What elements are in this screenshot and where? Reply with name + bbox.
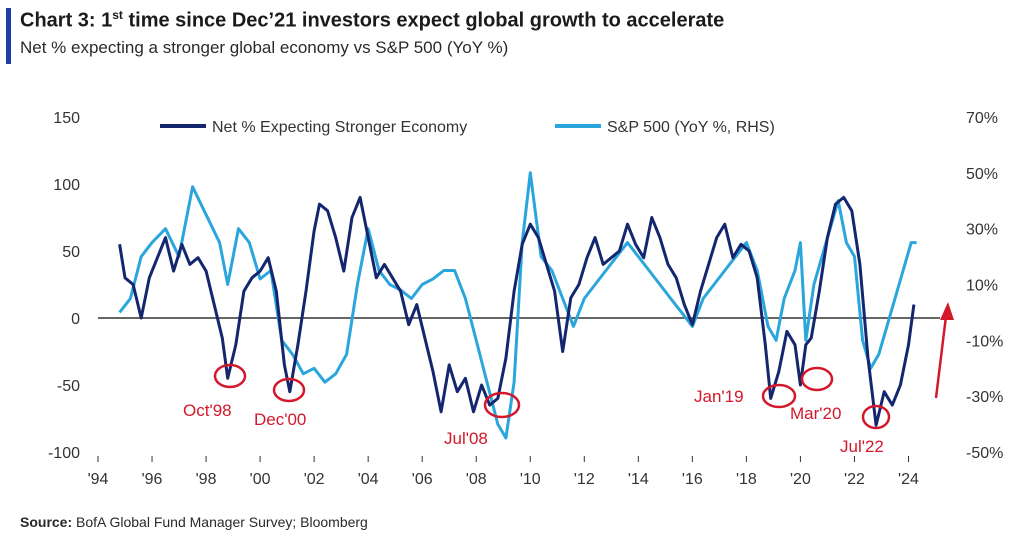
title-prefix: Chart 3: 1 xyxy=(20,9,113,32)
annotation-jul22-label: Jul'22 xyxy=(840,437,884,456)
title-accent-bar xyxy=(6,8,11,64)
annotation-mar20-label: Mar'20 xyxy=(790,404,841,423)
x-tick-label: '22 xyxy=(844,471,865,488)
annotation-mar20-circle xyxy=(800,366,834,392)
title-superscript: st xyxy=(112,8,123,22)
legend-sp-label: S&P 500 (YoY %, RHS) xyxy=(607,119,775,136)
y-right-tick-label: 70% xyxy=(966,110,998,127)
y-right-tick-label: -10% xyxy=(966,333,1003,350)
upward-trend-arrow xyxy=(934,315,948,399)
series-line-sp500-yoy xyxy=(118,171,917,440)
annotation-dec00-circle xyxy=(272,377,306,403)
x-tick-label: '18 xyxy=(736,471,757,488)
y-right-tick-label: 30% xyxy=(966,222,998,239)
x-tick-label: '04 xyxy=(358,471,379,488)
y-left-tick-label: -50 xyxy=(57,378,80,395)
upward-trend-arrowhead-icon xyxy=(940,302,954,320)
y-left-tick-label: -100 xyxy=(48,445,80,462)
x-tick-label: '00 xyxy=(250,471,271,488)
y-left-tick-label: 0 xyxy=(71,311,80,328)
annotation-jul08-label: Jul'08 xyxy=(444,429,488,448)
annotation-jan19-circle xyxy=(761,383,797,409)
title-suffix: time since Dec’21 investors expect globa… xyxy=(122,9,725,32)
chart-subtitle: Net % expecting a stronger global econom… xyxy=(20,38,509,57)
x-tick-label: '96 xyxy=(142,471,163,488)
annotation-oct98-label: Oct'98 xyxy=(183,401,232,420)
x-tick-label: '98 xyxy=(196,471,217,488)
x-tick-label: '06 xyxy=(412,471,433,488)
legend-net-label: Net % Expecting Stronger Economy xyxy=(212,119,467,136)
x-tick-label: '16 xyxy=(682,471,703,488)
chart-title: Chart 3: 1st time since Dec’21 investors… xyxy=(20,8,724,33)
series-line-net-expecting-stronger-economy xyxy=(118,195,916,427)
y-left-tick-label: 50 xyxy=(62,244,80,261)
x-tick-label: '14 xyxy=(628,471,649,488)
y-left-tick-label: 150 xyxy=(53,110,80,127)
x-tick-label: '10 xyxy=(520,471,541,488)
x-tick-label: '94 xyxy=(88,471,109,488)
source-text: BofA Global Fund Manager Survey; Bloombe… xyxy=(72,514,368,530)
annotation-dec00-label: Dec'00 xyxy=(254,410,306,429)
y-right-tick-label: 50% xyxy=(966,166,998,183)
x-tick-label: '24 xyxy=(898,471,919,488)
annotation-jul08-circle xyxy=(483,391,521,419)
x-tick-label: '02 xyxy=(304,471,325,488)
y-right-tick-label: 10% xyxy=(966,278,998,295)
y-right-tick-label: -50% xyxy=(966,445,1003,462)
source-label: Source: xyxy=(20,514,73,530)
annotation-oct98-circle xyxy=(213,363,247,389)
annotation-jan19-label: Jan'19 xyxy=(694,387,744,406)
y-right-tick-label: -30% xyxy=(966,389,1003,406)
x-tick-label: '12 xyxy=(574,471,595,488)
x-tick-label: '20 xyxy=(790,471,811,488)
source-note: Source: BofA Global Fund Manager Survey;… xyxy=(20,514,368,530)
y-left-tick-label: 100 xyxy=(53,177,80,194)
x-tick-label: '08 xyxy=(466,471,487,488)
annotation-jul22-circle xyxy=(861,404,891,430)
